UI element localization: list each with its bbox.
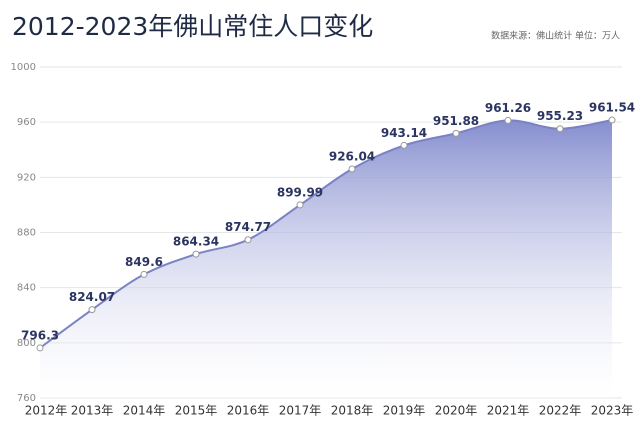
y-tick-label: 960 (17, 117, 36, 128)
x-tick-label: 2015年 (175, 404, 218, 418)
point (556, 125, 564, 133)
x-tick-label: 2012年 (25, 404, 68, 418)
y-tick-label: 800 (17, 338, 36, 349)
data-label: 955.23 (537, 109, 583, 123)
point (452, 129, 460, 137)
data-label: 961.26 (485, 101, 531, 115)
point (400, 141, 408, 149)
y-tick-label: 840 (17, 283, 36, 294)
point (88, 306, 96, 314)
data-label: 926.04 (329, 150, 375, 164)
y-tick-label: 920 (17, 172, 36, 183)
data-label: 899.99 (277, 185, 323, 199)
x-tick-label: 2018年 (331, 404, 374, 418)
x-tick-label: 2020年 (435, 404, 478, 418)
point (348, 165, 356, 173)
x-tick-label: 2019年 (383, 404, 426, 418)
point (504, 116, 512, 124)
x-tick-label: 2023年 (591, 404, 634, 418)
point (140, 270, 148, 278)
point (36, 344, 44, 352)
data-label: 961.54 (589, 101, 635, 115)
data-label: 874.77 (225, 220, 271, 234)
point (296, 201, 304, 209)
data-label: 943.14 (381, 126, 427, 140)
x-tick-label: 2014年 (123, 404, 166, 418)
point (192, 250, 200, 258)
data-label: 824.07 (69, 290, 115, 304)
data-label: 951.88 (433, 114, 479, 128)
point (608, 116, 616, 124)
data-label: 849.6 (125, 255, 163, 269)
point (244, 236, 252, 244)
y-tick-label: 1000 (11, 62, 36, 73)
x-tick-label: 2016年 (227, 404, 270, 418)
data-label: 864.34 (173, 235, 219, 249)
y-tick-label: 880 (17, 228, 36, 239)
y-tick-label: 760 (17, 393, 36, 404)
x-tick-label: 2022年 (539, 404, 582, 418)
x-tick-label: 2021年 (487, 404, 530, 418)
chart-title: 2012-2023年佛山常住人口变化 (12, 12, 373, 41)
data-label: 796.3 (21, 328, 59, 342)
chart-subtitle: 数据来源：佛山统计 单位：万人 (491, 30, 620, 42)
x-tick-label: 2017年 (279, 404, 322, 418)
x-tick-label: 2013年 (71, 404, 114, 418)
area (40, 120, 612, 398)
